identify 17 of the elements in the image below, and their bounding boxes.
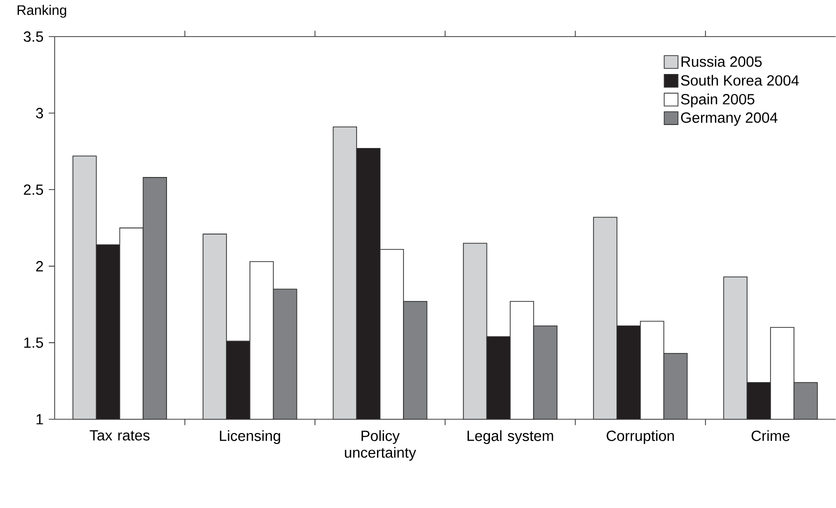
y-tick-label: 2 xyxy=(36,261,43,272)
x-tick-label: Licensing xyxy=(220,430,280,444)
x-tick-label: Crime xyxy=(752,430,790,442)
legend-label: Spain 2005 xyxy=(681,94,754,108)
legend-label: Russia 2005 xyxy=(682,56,762,67)
x-tick-label: Legal system xyxy=(468,430,554,444)
y-tick-label: 1.5 xyxy=(24,338,44,348)
x-tick-label: Tax rates xyxy=(90,430,150,441)
x-tick-label: Corruption xyxy=(606,430,674,444)
y-tick-label: 3 xyxy=(36,108,44,118)
legend-label: South Korea 2004 xyxy=(681,74,799,86)
y-tick-label: 2.5 xyxy=(24,184,44,195)
y-axis-title: Ranking xyxy=(18,4,66,18)
y-tick-label: 3.5 xyxy=(24,31,44,42)
y-tick-label: 1 xyxy=(36,414,43,424)
x-tick-label: Policy uncertainty xyxy=(344,430,416,461)
legend-label: Germany 2004 xyxy=(681,112,778,126)
